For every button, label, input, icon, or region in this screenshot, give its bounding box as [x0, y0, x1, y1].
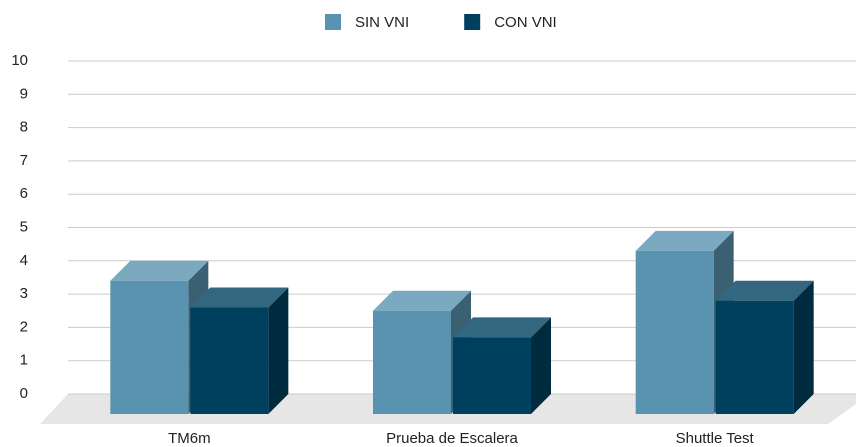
x-tick-label: TM6m: [168, 430, 211, 447]
y-tick-label: 8: [20, 119, 28, 136]
bar: [373, 290, 471, 414]
y-tick-label: 7: [20, 152, 28, 169]
legend-label: CON VNI: [494, 14, 557, 31]
bar-front: [190, 307, 269, 414]
bar-front: [635, 250, 714, 414]
bar-front: [715, 300, 794, 414]
y-tick-label: 0: [20, 385, 28, 402]
x-tick-label: Shuttle Test: [676, 430, 755, 447]
bar: [190, 287, 289, 414]
legend-swatch: [464, 14, 481, 30]
y-tick-label: 1: [20, 352, 28, 369]
bar-top: [190, 287, 289, 308]
x-tick-label: Prueba de Escalera: [386, 430, 518, 447]
y-tick-label: 5: [20, 218, 28, 235]
y-tick-label: 10: [11, 52, 28, 69]
y-tick-label: 2: [20, 318, 28, 335]
bar-front: [110, 280, 189, 414]
bar-top: [635, 230, 734, 251]
bar-top: [715, 280, 814, 301]
y-tick-label: 3: [20, 285, 28, 302]
bar-side: [793, 280, 814, 414]
bar-side: [268, 287, 289, 414]
legend-swatch: [325, 14, 341, 30]
y-tick-label: 6: [20, 185, 28, 202]
bar: [715, 280, 814, 414]
bar-side: [531, 317, 551, 414]
bar-front: [453, 337, 531, 414]
bar-top: [373, 290, 471, 311]
bar-top: [453, 317, 551, 338]
bar-front: [373, 310, 451, 414]
y-tick-label: 9: [20, 85, 28, 102]
bar-top: [110, 260, 209, 281]
legend-label: SIN VNI: [355, 14, 409, 31]
y-tick-label: 4: [20, 252, 28, 269]
bar: [453, 317, 551, 414]
